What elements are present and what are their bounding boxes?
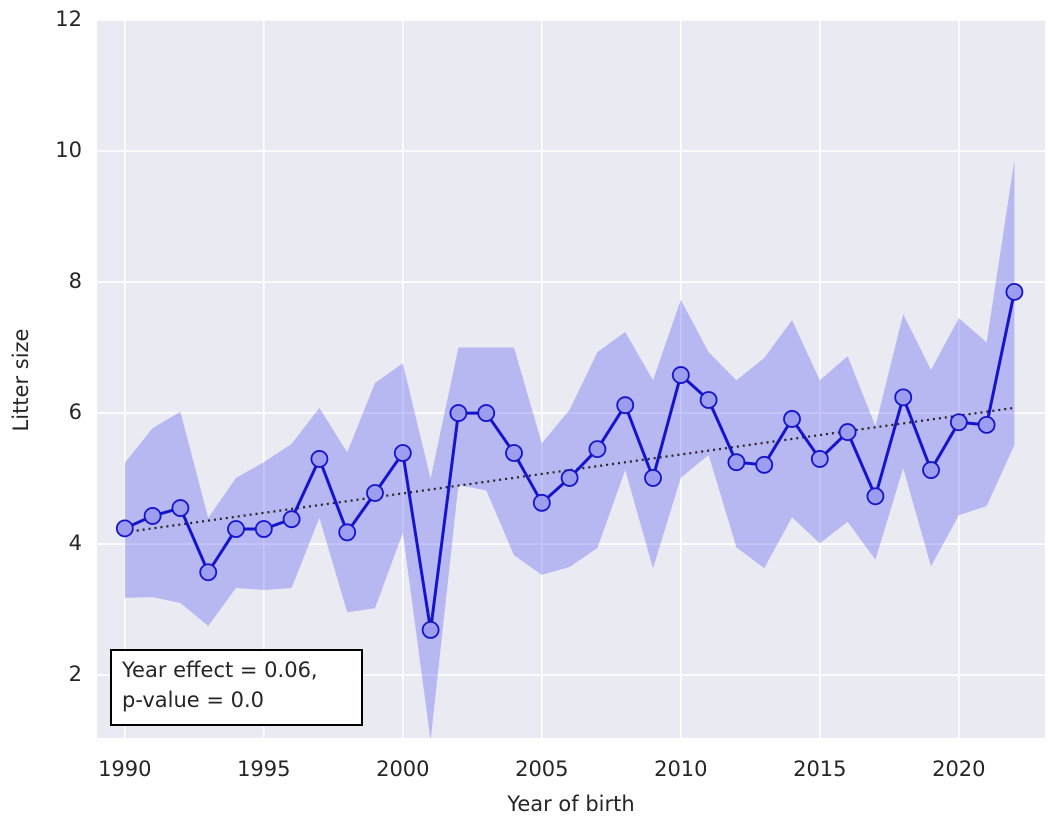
data-point (449, 404, 468, 422)
data-point (421, 621, 440, 639)
data-point (171, 499, 190, 517)
data-point (838, 423, 857, 441)
data-point (254, 520, 273, 538)
data-point (477, 404, 496, 422)
x-tick-label: 2020 (932, 757, 985, 781)
data-point (977, 415, 996, 434)
y-tick-label: 10 (55, 138, 82, 162)
x-tick-label: 1995 (237, 757, 290, 781)
data-point (115, 519, 134, 538)
data-point (366, 484, 384, 502)
data-point (866, 487, 885, 506)
data-point (727, 453, 746, 472)
y-axis-label: Litter size (9, 329, 33, 432)
x-tick-label: 2015 (793, 757, 846, 781)
data-point (922, 461, 940, 479)
data-point (699, 391, 718, 409)
data-point (1005, 282, 1024, 301)
data-point (894, 388, 913, 407)
confidence-band (124, 160, 1015, 738)
data-point (505, 444, 523, 462)
data-point (532, 493, 551, 512)
data-point (671, 366, 690, 384)
data-point (755, 455, 774, 474)
plot-background (97, 20, 1045, 738)
data-point (949, 413, 968, 432)
x-tick-label: 1990 (98, 757, 151, 781)
data-point (282, 510, 301, 529)
y-tick-label: 8 (69, 269, 82, 293)
data-point (616, 396, 635, 415)
y-tick-label: 4 (69, 531, 82, 555)
data-point (783, 410, 801, 428)
data-point (227, 520, 245, 538)
x-axis-label: Year of birth (506, 792, 634, 816)
y-tick-label: 12 (55, 7, 82, 31)
annotation-box (110, 649, 363, 726)
data-point (644, 469, 662, 487)
x-tick-label: 2005 (515, 757, 568, 781)
data-point (199, 563, 218, 582)
x-tick-label: 2010 (654, 757, 707, 781)
y-tick-label: 6 (69, 400, 82, 424)
data-point (588, 440, 607, 458)
data-point (143, 507, 162, 525)
data-point (338, 523, 357, 542)
x-tick-label: 2000 (376, 757, 429, 781)
annotation: Year effect = 0.06, (121, 658, 318, 682)
data-point (310, 450, 329, 468)
y-tick-label: 2 (69, 662, 82, 686)
data-point (393, 444, 412, 462)
data-point (560, 469, 579, 487)
data-point (810, 450, 829, 468)
annotation: p-value = 0.0 (122, 688, 264, 712)
